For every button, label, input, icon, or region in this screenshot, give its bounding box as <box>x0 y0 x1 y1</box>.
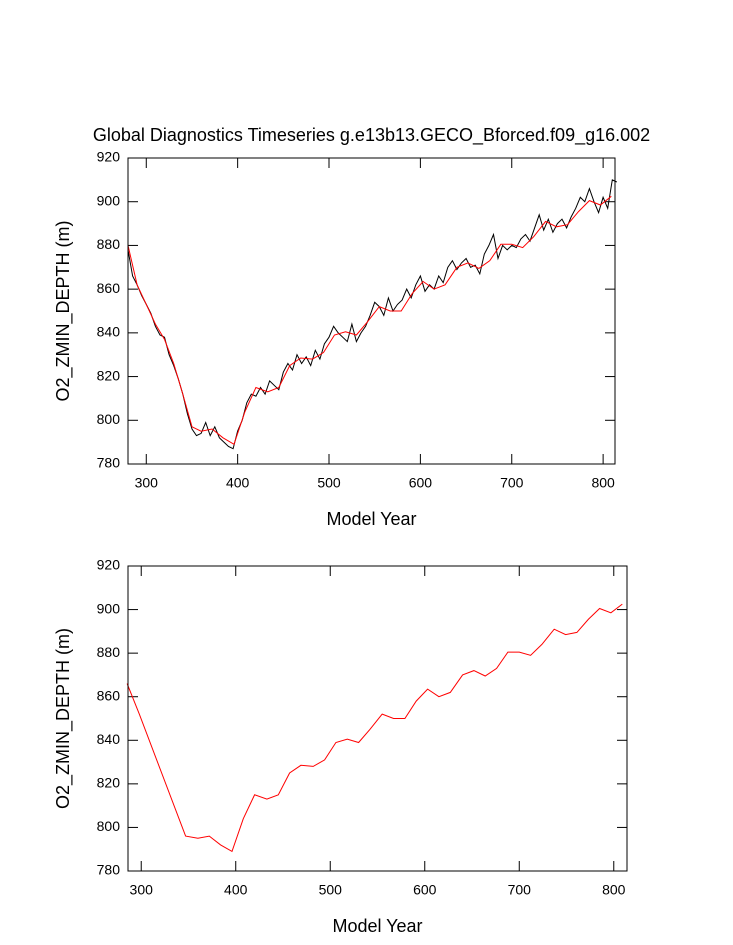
y-tick-label: 860 <box>97 280 121 296</box>
x-tick-label: 600 <box>409 475 433 491</box>
y-tick-label: 780 <box>97 455 121 471</box>
plot-frame <box>127 565 628 872</box>
data-line <box>126 603 623 853</box>
chart-title: Global Diagnostics Timeseries g.e13b13.G… <box>93 125 650 146</box>
x-tick-label: 800 <box>591 475 615 491</box>
data-line <box>127 179 618 450</box>
x-tick-label: 400 <box>226 475 250 491</box>
y-tick-label: 820 <box>97 367 121 383</box>
y-tick-label: 780 <box>97 862 121 878</box>
y-axis-label: O2_ZMIN_DEPTH (m) <box>53 220 74 401</box>
x-tick-label: 400 <box>224 882 248 898</box>
y-tick-label: 840 <box>97 324 121 340</box>
y-tick-label: 880 <box>97 236 121 252</box>
x-tick-label: 800 <box>602 882 626 898</box>
y-tick-label: 920 <box>97 149 121 165</box>
x-axis-label: Model Year <box>326 509 416 529</box>
y-tick-label: 840 <box>97 731 121 747</box>
x-tick-label: 300 <box>135 475 159 491</box>
y-tick-label: 820 <box>97 775 121 791</box>
y-tick-label: 860 <box>97 687 121 703</box>
x-tick-label: 500 <box>317 475 341 491</box>
y-tick-label: 880 <box>97 644 121 660</box>
y-tick-label: 920 <box>97 557 121 573</box>
x-tick-label: 700 <box>500 475 524 491</box>
y-tick-label: 800 <box>97 411 121 427</box>
y-tick-label: 800 <box>97 818 121 834</box>
x-tick-label: 500 <box>319 882 343 898</box>
y-axis-label: O2_ZMIN_DEPTH (m) <box>53 628 74 809</box>
data-line <box>127 195 612 446</box>
x-tick-label: 600 <box>413 882 437 898</box>
x-tick-label: 700 <box>508 882 532 898</box>
y-tick-label: 900 <box>97 192 121 208</box>
x-axis-label: Model Year <box>332 916 422 936</box>
plot-frame <box>127 157 616 465</box>
x-tick-label: 300 <box>130 882 154 898</box>
y-tick-label: 900 <box>97 600 121 616</box>
